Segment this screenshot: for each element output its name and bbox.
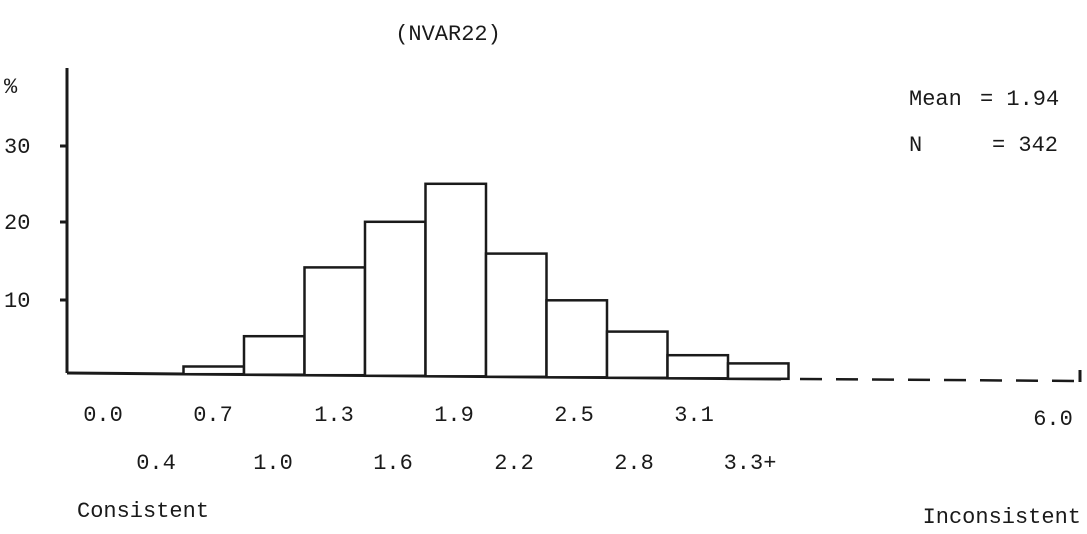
x-tick-label: 0.0: [83, 403, 123, 428]
x-tick-label: 2.8: [614, 451, 654, 476]
x-end-label-left: Consistent: [77, 499, 209, 524]
x-tick-label: 1.3: [314, 403, 354, 428]
x-end-label-right: Inconsistent: [923, 505, 1081, 529]
y-tick-label: 30: [4, 135, 30, 160]
histogram-bar-3.3+: [726, 362, 790, 381]
x-tick-label: 1.9: [434, 403, 474, 428]
stats-n-label: N: [909, 133, 922, 158]
histogram-bar-1.9: [424, 182, 488, 378]
bars-group: [182, 182, 790, 381]
x-tick-label: 0.4: [136, 451, 176, 476]
histogram-bar-2.8: [605, 330, 669, 380]
x-tick-label: 1.0: [253, 451, 293, 476]
stats-mean-label: Mean: [909, 87, 962, 112]
x-tick-label: 0.7: [193, 403, 233, 428]
stats-mean-value: = 1.94: [980, 87, 1059, 112]
histogram-bar-2.2: [484, 252, 548, 379]
x-tick-label: 6.0: [1033, 407, 1073, 432]
x-tick-label: 3.3+: [724, 451, 777, 476]
x-axis-dashed-extension: [799, 377, 1081, 383]
y-tick-label: 20: [4, 211, 30, 236]
y-tick-label: 10: [4, 289, 30, 314]
histogram-bar-1.3: [303, 266, 367, 377]
x-tick-label: 1.6: [373, 451, 413, 476]
histogram-bar-1.6: [363, 220, 427, 378]
histogram-bar-0.7: [182, 365, 246, 376]
x-tick-label: 2.2: [494, 451, 534, 476]
histogram-bar-3.1: [666, 353, 730, 380]
stats-n-value: = 342: [992, 133, 1058, 158]
x-tick-label: 3.1: [674, 403, 714, 428]
chart-title: (NVAR22): [395, 22, 501, 47]
histogram-bar-2.5: [545, 299, 609, 379]
x-tick-label: 2.5: [554, 403, 594, 428]
y-axis-label: %: [4, 75, 18, 100]
histogram-bar-1.0: [242, 334, 306, 376]
